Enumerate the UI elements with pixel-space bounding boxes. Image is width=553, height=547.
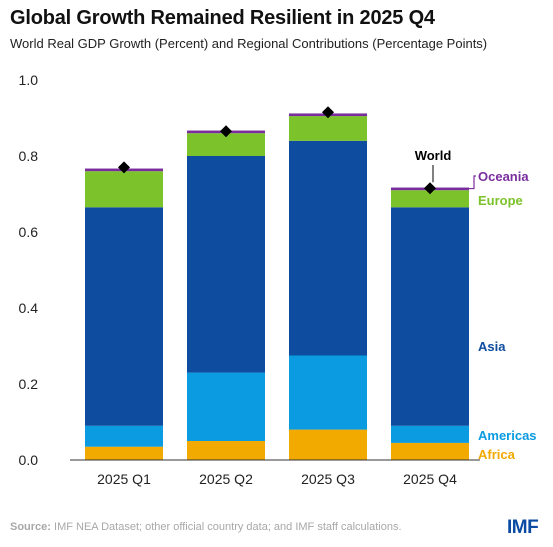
series-label-americas: Americas (478, 428, 537, 443)
bar-segment-asia (391, 207, 469, 426)
series-label-oceania: Oceania (478, 169, 529, 184)
chart-title: Global Growth Remained Resilient in 2025… (10, 7, 435, 29)
y-tick-label: 0.2 (19, 376, 39, 392)
x-tick-label: 2025 Q2 (199, 471, 253, 487)
imf-logo: IMF (507, 517, 539, 538)
y-tick-label: 1.0 (19, 72, 39, 88)
source-label: Source: (10, 521, 51, 533)
bar-segment-europe (187, 133, 265, 156)
world-label: World (415, 148, 452, 163)
bar-segment-americas (85, 425, 163, 447)
world-marker (424, 182, 436, 195)
bar-segment-europe (289, 116, 367, 141)
bar-segment-asia (187, 156, 265, 373)
bar-segment-asia (85, 207, 163, 426)
bar-segment-americas (391, 425, 469, 443)
world-marker (220, 125, 232, 138)
source-text: IMF NEA Dataset; other official country … (54, 521, 402, 533)
y-tick-label: 0.6 (19, 224, 39, 240)
x-tick-label: 2025 Q3 (301, 471, 355, 487)
bar-segment-americas (187, 372, 265, 441)
y-tick-label: 0.0 (19, 452, 39, 468)
bar-segment-africa (391, 442, 469, 460)
bar-segment-europe (391, 190, 469, 208)
series-label-africa: Africa (478, 447, 516, 462)
series-label-asia: Asia (478, 339, 506, 354)
series-label-europe: Europe (478, 193, 523, 208)
world-marker (322, 106, 334, 119)
bar-segment-europe (85, 171, 163, 208)
x-tick-label: 2025 Q4 (403, 471, 457, 487)
chart-subtitle: World Real GDP Growth (Percent) and Regi… (10, 36, 488, 51)
x-tick-label: 2025 Q1 (97, 471, 151, 487)
y-tick-label: 0.8 (19, 148, 39, 164)
bar-segment-africa (289, 429, 367, 460)
bar-segment-africa (85, 446, 163, 460)
source-note: Source: IMF NEA Dataset; other official … (10, 521, 402, 533)
bar-segment-asia (289, 140, 367, 356)
world-marker (118, 161, 130, 174)
y-tick-label: 0.4 (19, 300, 39, 316)
bar-segment-africa (187, 441, 265, 460)
bar-segment-americas (289, 355, 367, 430)
oceania-leader-line (469, 175, 476, 190)
